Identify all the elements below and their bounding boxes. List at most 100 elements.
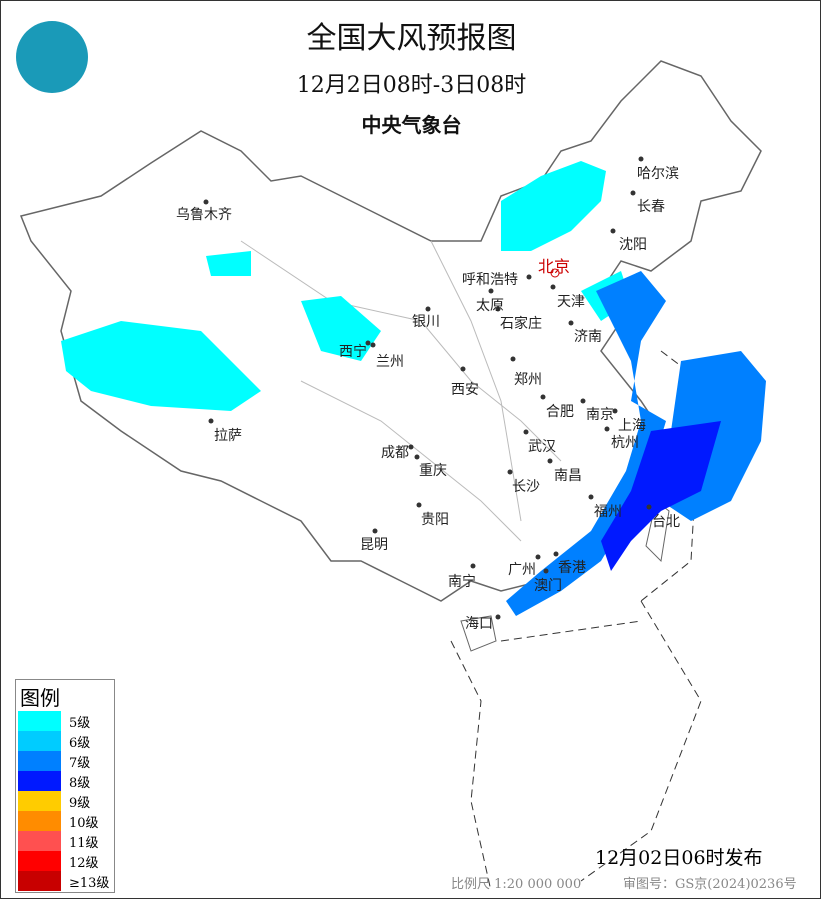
city-label: 重庆 <box>419 463 447 479</box>
city-label: 南宁 <box>448 574 476 590</box>
city-label: 合肥 <box>546 404 574 420</box>
province-borders <box>240 240 562 542</box>
legend-label: 10级 <box>69 815 99 831</box>
legend-item: 9级 <box>16 791 114 811</box>
city-marker <box>588 494 594 500</box>
city-label: 西宁 <box>339 344 367 360</box>
issue-time: 12月02日06时发布 <box>595 847 763 869</box>
city-marker <box>580 398 586 404</box>
city-marker <box>547 458 553 464</box>
legend-label: 7级 <box>69 755 91 771</box>
city-label: 澳门 <box>534 578 562 594</box>
city-marker <box>612 408 618 414</box>
city-label: 拉萨 <box>214 428 242 444</box>
legend-swatch <box>18 751 61 771</box>
city-label: 石家庄 <box>500 316 542 332</box>
legend-swatch <box>18 811 61 831</box>
city-marker <box>526 274 532 280</box>
city-label: 武汉 <box>528 439 556 455</box>
city-label: 海口 <box>465 616 493 632</box>
city-label: 哈尔滨 <box>637 166 679 182</box>
forecast-period: 12月2日08时-3日08时 <box>296 73 527 98</box>
legend-label: 6级 <box>69 735 91 751</box>
city-label: 长春 <box>637 199 665 215</box>
city-label: 上海 <box>618 418 646 434</box>
city-label: 昆明 <box>360 537 388 553</box>
city-marker <box>568 320 574 326</box>
city-label: 成都 <box>381 445 409 461</box>
legend-swatch <box>18 791 61 811</box>
city-marker <box>604 426 610 432</box>
city-marker <box>553 551 559 557</box>
review-number: 审图号：GS京(2024)0236号 <box>623 877 797 892</box>
city-marker <box>510 356 516 362</box>
city-marker <box>370 342 376 348</box>
city-label: 广州 <box>508 562 536 578</box>
city-marker <box>460 366 466 372</box>
legend-label: 9级 <box>69 795 91 811</box>
legend-label: 5级 <box>69 715 91 731</box>
legend-swatch <box>18 711 61 731</box>
city-marker <box>646 504 652 510</box>
city-label: 太原 <box>476 298 504 314</box>
hainan-island <box>460 615 497 652</box>
legend-item: 12级 <box>16 851 114 871</box>
city-label: 郑州 <box>514 372 542 388</box>
city-marker <box>550 284 556 290</box>
city-markers <box>203 156 652 620</box>
city-label: 福州 <box>594 504 622 520</box>
legend-title: 图例 <box>20 686 60 710</box>
city-marker <box>550 268 560 278</box>
city-label: 香港 <box>558 560 586 576</box>
city-marker <box>408 444 414 450</box>
legend-item: 11级 <box>16 831 114 851</box>
city-label: 北京 <box>538 257 571 276</box>
city-label: 南京 <box>586 407 614 423</box>
legend-swatch <box>18 871 61 891</box>
wind-level-8-areas <box>601 421 721 571</box>
city-label: 银川 <box>412 314 440 330</box>
city-marker <box>638 156 644 162</box>
legend-swatch <box>18 831 61 851</box>
city-label: 西安 <box>451 382 479 398</box>
city-marker <box>543 568 549 574</box>
city-marker <box>365 340 371 346</box>
legend-item: 5级 <box>16 711 114 731</box>
city-marker <box>208 418 214 424</box>
city-label: 兰州 <box>376 354 404 370</box>
issuing-agency: 中央气象台 <box>361 113 462 137</box>
city-marker <box>507 469 513 475</box>
city-label: 济南 <box>574 329 602 345</box>
south-china-sea-boundary <box>450 350 702 892</box>
city-label: 沈阳 <box>619 237 647 253</box>
cma-logo <box>16 21 88 93</box>
legend-swatch <box>18 851 61 871</box>
legend-label: 12级 <box>69 855 99 871</box>
city-marker <box>414 454 420 460</box>
city-marker <box>495 306 501 312</box>
city-marker <box>488 288 494 294</box>
city-marker <box>523 429 529 435</box>
city-marker <box>535 554 541 560</box>
legend-item: 8级 <box>16 771 114 791</box>
legend-swatch <box>18 771 61 791</box>
city-label: 呼和浩特 <box>462 272 518 288</box>
city-label: 杭州 <box>611 435 639 451</box>
city-marker <box>416 502 422 508</box>
legend-item: 7级 <box>16 751 114 771</box>
city-marker <box>203 199 209 205</box>
city-label: 南昌 <box>554 468 582 484</box>
legend-label: 8级 <box>69 775 91 791</box>
city-label: 天津 <box>557 294 585 310</box>
city-marker <box>425 306 431 312</box>
city-label: 贵阳 <box>421 512 449 528</box>
city-marker <box>540 394 546 400</box>
city-label: 乌鲁木齐 <box>176 207 232 223</box>
legend-item: 6级 <box>16 731 114 751</box>
legend-swatch <box>18 731 61 751</box>
map-scale: 比例尺 1:20 000 000 <box>451 877 582 892</box>
city-marker <box>630 190 636 196</box>
legend-label: 11级 <box>69 835 99 851</box>
city-marker <box>470 563 476 569</box>
